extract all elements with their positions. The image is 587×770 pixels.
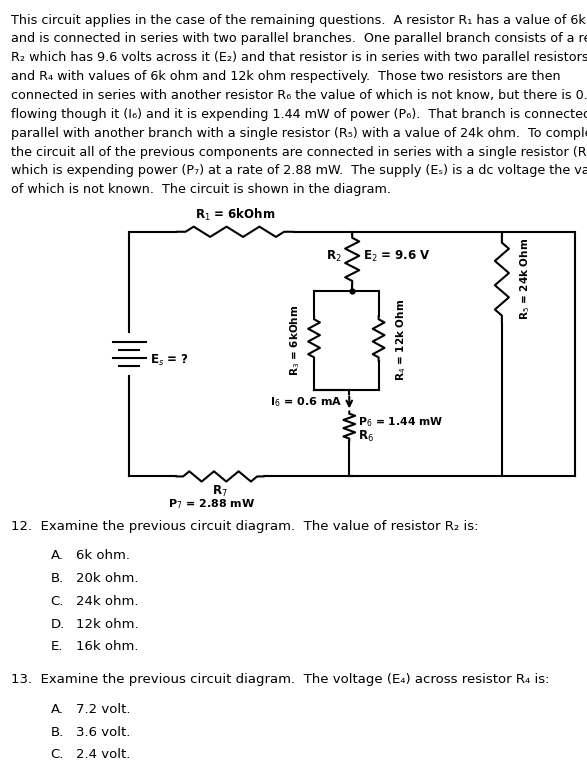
Text: 3.6 volt.: 3.6 volt. bbox=[76, 725, 130, 738]
Text: B.: B. bbox=[50, 572, 63, 585]
Text: P$_6$ = 1.44 mW: P$_6$ = 1.44 mW bbox=[358, 415, 444, 429]
Text: P$_7$ = 2.88 mW: P$_7$ = 2.88 mW bbox=[168, 497, 255, 511]
Text: R$_4$ = 12k Ohm: R$_4$ = 12k Ohm bbox=[394, 300, 408, 381]
Text: I$_6$ = 0.6 mA: I$_6$ = 0.6 mA bbox=[270, 396, 342, 410]
Text: C.: C. bbox=[50, 748, 64, 762]
Text: parallel with another branch with a single resistor (R₅) with a value of 24k ohm: parallel with another branch with a sing… bbox=[11, 127, 587, 139]
Text: 2.4 volt.: 2.4 volt. bbox=[76, 748, 130, 762]
Text: connected in series with another resistor R₆ the value of which is not know, but: connected in series with another resisto… bbox=[11, 89, 587, 102]
Text: R$_5$ = 24k Ohm: R$_5$ = 24k Ohm bbox=[518, 238, 532, 320]
Text: 6k ohm.: 6k ohm. bbox=[76, 550, 130, 562]
Text: and is connected in series with two parallel branches.  One parallel branch cons: and is connected in series with two para… bbox=[11, 32, 587, 45]
Text: flowing though it (I₆) and it is expending 1.44 mW of power (P₆).  That branch i: flowing though it (I₆) and it is expendi… bbox=[11, 108, 587, 121]
Text: 16k ohm.: 16k ohm. bbox=[76, 640, 139, 653]
Text: which is expending power (P₇) at a rate of 2.88 mW.  The supply (Eₛ) is a dc vol: which is expending power (P₇) at a rate … bbox=[11, 164, 587, 177]
Text: E.: E. bbox=[50, 640, 63, 653]
Text: R$_3$ = 6kOhm: R$_3$ = 6kOhm bbox=[288, 305, 302, 376]
Text: the circuit all of the previous components are connected in series with a single: the circuit all of the previous componen… bbox=[11, 146, 587, 159]
Text: 7.2 volt.: 7.2 volt. bbox=[76, 703, 130, 716]
Text: and R₄ with values of 6k ohm and 12k ohm respectively.  Those two resistors are : and R₄ with values of 6k ohm and 12k ohm… bbox=[11, 70, 560, 83]
Text: R$_2$: R$_2$ bbox=[326, 249, 342, 264]
Text: B.: B. bbox=[50, 725, 63, 738]
Text: A.: A. bbox=[50, 550, 63, 562]
Text: E$_s$ = ?: E$_s$ = ? bbox=[150, 353, 188, 367]
Text: 20k ohm.: 20k ohm. bbox=[76, 572, 139, 585]
Text: D.: D. bbox=[50, 618, 65, 631]
Text: R$_1$ = 6kOhm: R$_1$ = 6kOhm bbox=[195, 207, 275, 223]
Text: of which is not known.  The circuit is shown in the diagram.: of which is not known. The circuit is sh… bbox=[11, 183, 390, 196]
Text: C.: C. bbox=[50, 595, 64, 608]
Text: This circuit applies in the case of the remaining questions.  A resistor R₁ has : This circuit applies in the case of the … bbox=[11, 14, 587, 27]
Text: 12.  Examine the previous circuit diagram.  The value of resistor R₂ is:: 12. Examine the previous circuit diagram… bbox=[11, 520, 478, 533]
Text: R₂ which has 9.6 volts across it (E₂) and that resistor is in series with two pa: R₂ which has 9.6 volts across it (E₂) an… bbox=[11, 52, 587, 64]
Text: A.: A. bbox=[50, 703, 63, 716]
Text: 12k ohm.: 12k ohm. bbox=[76, 618, 139, 631]
Text: R$_7$: R$_7$ bbox=[212, 484, 228, 499]
Text: E$_2$ = 9.6 V: E$_2$ = 9.6 V bbox=[363, 249, 430, 264]
Text: 24k ohm.: 24k ohm. bbox=[76, 595, 139, 608]
Text: R$_6$: R$_6$ bbox=[358, 429, 374, 444]
Text: 13.  Examine the previous circuit diagram.  The voltage (E₄) across resistor R₄ : 13. Examine the previous circuit diagram… bbox=[11, 673, 549, 686]
